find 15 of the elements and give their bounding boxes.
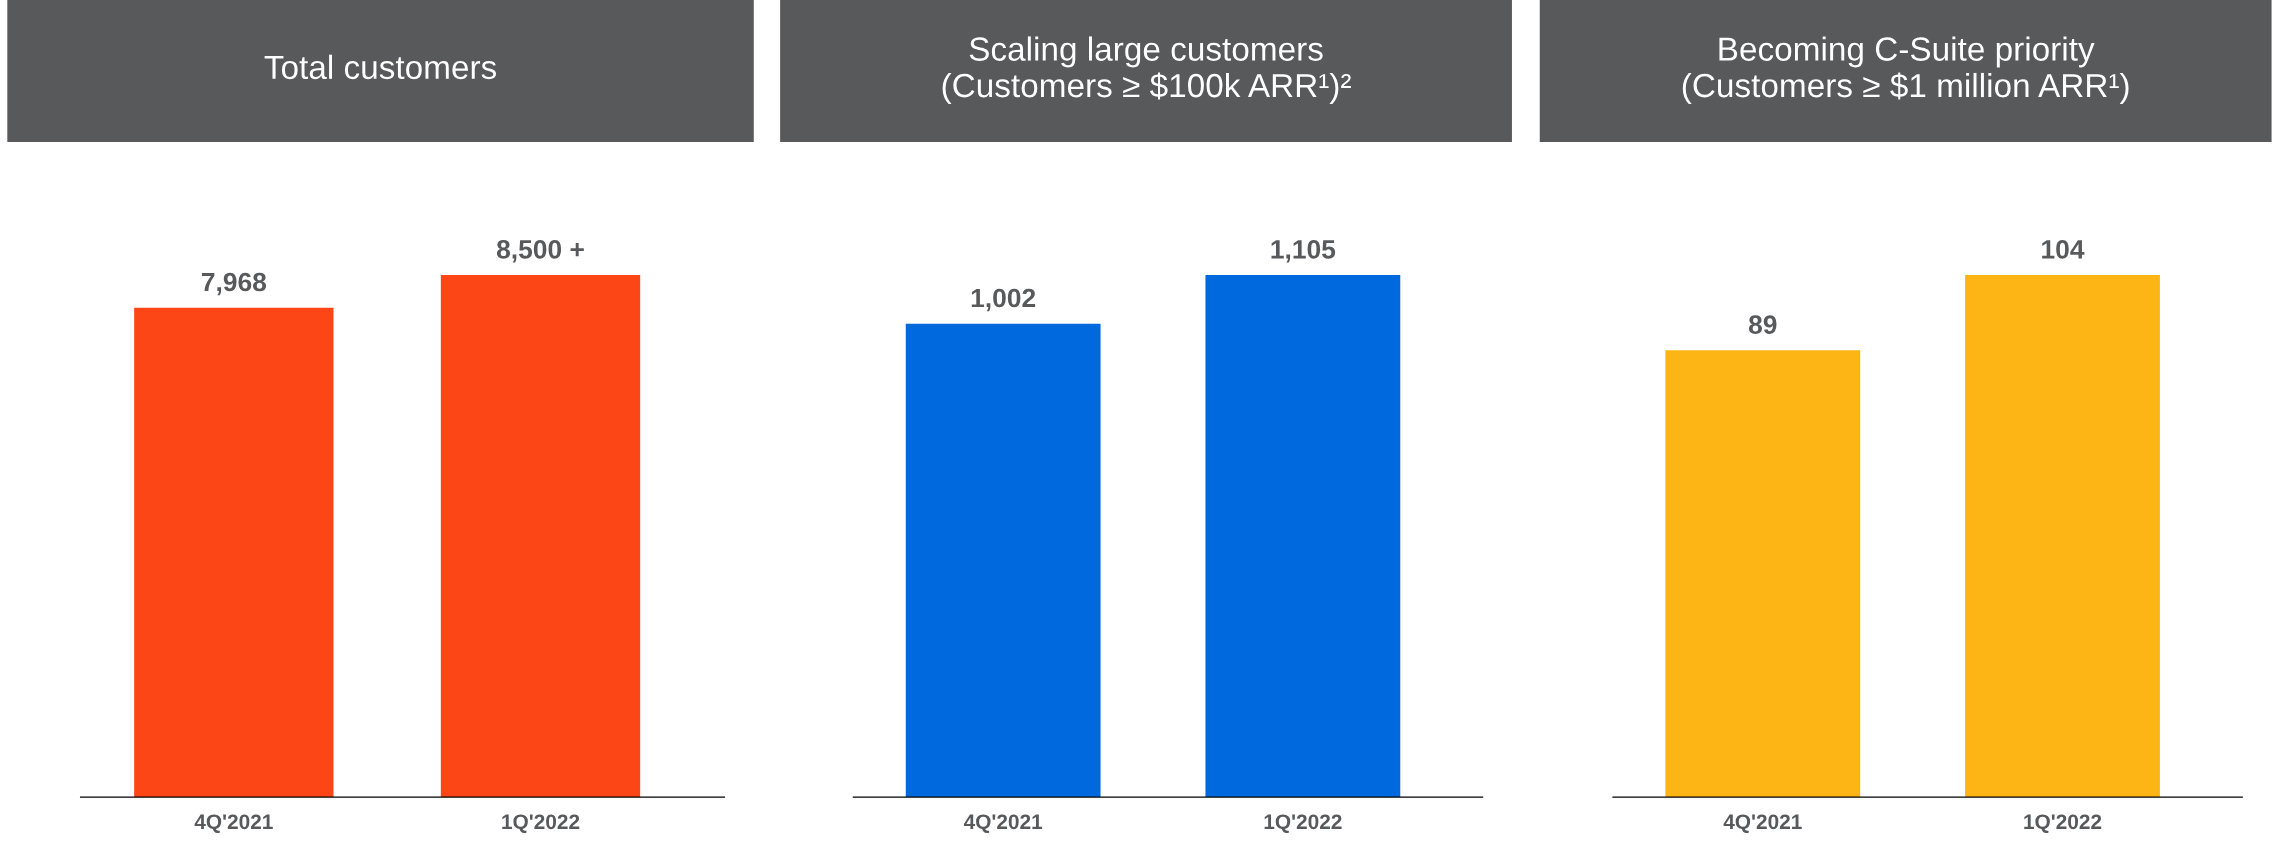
x-tick-label: 4Q'2021 xyxy=(963,814,1043,834)
data-label: 104 xyxy=(2042,239,2085,259)
chart-title: Total customers xyxy=(264,54,497,80)
x-tick-label: 4Q'2021 xyxy=(1723,814,1802,834)
data-label: 7,968 xyxy=(201,272,267,296)
data-label: 8,500 + xyxy=(496,239,584,263)
chart-title: Becoming C-Suite priority (Customers ≥ $1 million ARR¹) xyxy=(1682,36,2129,104)
chart-title: Scaling large customers (Customers ≥ $100k ARR¹)² xyxy=(942,36,1351,104)
x-tick-label: 4Q'2021 xyxy=(194,814,273,834)
x-tick-label: 1Q'2022 xyxy=(502,814,580,834)
data-label: 1,002 xyxy=(971,288,1036,312)
data-label: 89 xyxy=(1748,315,1777,334)
x-tick-label: 1Q'2022 xyxy=(2024,814,2102,834)
data-label: 1,105 xyxy=(1271,239,1336,263)
x-tick-label: 1Q'2022 xyxy=(1264,814,1342,834)
